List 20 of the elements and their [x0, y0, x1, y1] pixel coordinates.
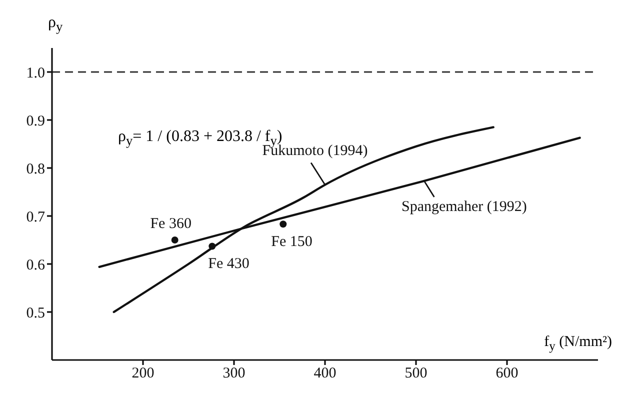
y-tick-label: 1.0 — [26, 65, 45, 82]
x-tick-label: 300 — [222, 366, 246, 382]
y-axis-title: ρ$_{y}$ — [48, 14, 63, 36]
annotation: Fe 430 — [208, 256, 250, 272]
y-tick-label: 0.9 — [26, 113, 45, 130]
y-tick-label: 0.7 — [26, 209, 46, 226]
y-tick-label: 0.6 — [26, 257, 46, 274]
x-tick-label: 500 — [404, 366, 428, 382]
x-axis-title: f$_{y}$ (N/mm²) — [544, 334, 612, 354]
point — [280, 220, 287, 228]
x-tick-label: 600 — [496, 366, 518, 382]
x-tick-label: 400 — [314, 366, 336, 382]
legend-label: Spangemaher (1992) — [401, 198, 527, 215]
annotation: Fe 150 — [271, 234, 312, 250]
x-tick-label: 200 — [132, 366, 154, 382]
y-tick-label: 0.5 — [26, 305, 45, 322]
annotation: Fe 360 — [150, 216, 192, 232]
point — [171, 236, 178, 244]
point — [208, 242, 216, 250]
y-tick-label: 0.8 — [26, 161, 45, 178]
